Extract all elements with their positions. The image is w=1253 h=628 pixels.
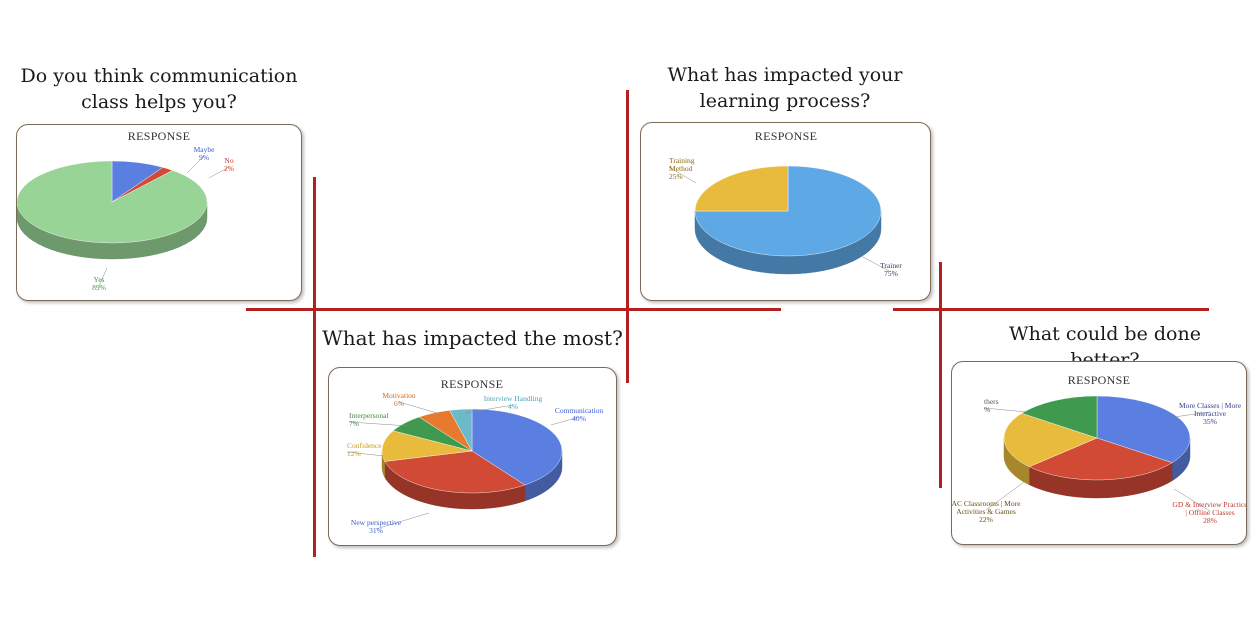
leader-line-new-perspective <box>375 512 430 530</box>
pie-slice-new-perspective <box>384 450 526 494</box>
data-label-more-classes-more-interactive-0: More Classes | More <box>1179 401 1242 410</box>
data-label-interview-handling-0: Interview Handling <box>484 394 543 403</box>
data-label-ac-classrooms-more-activities-games-1: Activities & Games <box>956 507 1016 516</box>
question-title-1: Do you think communication class helps y… <box>20 63 298 115</box>
leader-line-no <box>208 166 230 179</box>
leader-line-ac-classrooms-more-activities-games <box>985 481 1025 511</box>
pie-slice-trainer <box>694 165 882 257</box>
chart-title: RESPONSE <box>755 129 817 143</box>
data-label-gd-interview-practice-offline-classes-0: GD & Interview Practice <box>1172 500 1246 509</box>
leader-line-interpersonal <box>348 421 410 427</box>
question-title-1-line-1: Do you think communication <box>20 65 298 87</box>
chart-card-communication-helps: RESPONSE Maybe 9% No 2% Yes 89% <box>16 124 302 301</box>
data-label-new-perspective-0: New perspective <box>351 518 402 527</box>
divider-left-horizontal <box>246 308 781 311</box>
leader-line-more-classes-more-interactive <box>1173 411 1211 418</box>
leader-line-trainer <box>860 255 892 273</box>
chart-title: RESPONSE <box>1068 373 1130 387</box>
data-label-thers-0: thers <box>984 397 999 406</box>
data-label-training-method-pct: 25% <box>669 172 683 181</box>
question-title-2: What has impacted the most? <box>322 326 623 350</box>
data-label-thers-pct: % <box>984 405 990 414</box>
data-label-training-method-0: Training <box>669 156 695 165</box>
chart-card-learning-process: RESPONSE Trainer 75% Training Method 25% <box>640 122 931 301</box>
question-title-3-line-1: What has impacted your <box>667 64 903 86</box>
leader-line-communication <box>550 416 580 426</box>
leader-line-interview-handling <box>464 404 514 414</box>
pie-slice-more-classes-more-interactive <box>1096 395 1191 463</box>
divider-right-vertical <box>939 262 942 488</box>
chart-title: RESPONSE <box>128 129 190 143</box>
data-label-gd-interview-practice-offline-classes-pct: 28% <box>1203 516 1217 525</box>
divider-right-horizontal <box>893 308 1209 311</box>
question-title-3: What has impacted your learning process? <box>650 62 920 114</box>
leader-line-yes <box>98 267 108 287</box>
data-label-motivation-pct: 6% <box>394 399 404 408</box>
leader-line-confidence <box>346 451 385 457</box>
pie-slice-yes <box>17 160 208 244</box>
chart-card-impacted-most: RESPONSE Communication 40% New perspective 3… <box>328 367 617 546</box>
divider-left-vertical <box>313 177 316 557</box>
data-label-communication-0: Communication <box>555 406 604 415</box>
question-title-1-line-2: class helps you? <box>81 91 237 113</box>
data-label-maybe-pct: 9% <box>199 153 209 162</box>
data-label-gd-interview-practice-offline-classes-1: | Offline Classes <box>1185 508 1234 517</box>
leader-line-maybe <box>186 155 205 174</box>
data-label-motivation-0: Motivation <box>382 391 416 400</box>
data-label-new-perspective-pct: 31% <box>369 526 383 535</box>
leader-line-motivation <box>398 401 438 414</box>
data-label-interpersonal-0: Interpersonal <box>349 411 389 420</box>
data-label-ac-classrooms-more-activities-games-0: AC Classrooms | More <box>952 499 1021 508</box>
data-label-interpersonal-pct: 7% <box>349 419 359 428</box>
pie-slice-confidence <box>381 430 473 462</box>
divider-middle-vertical <box>626 90 629 383</box>
data-label-no-pct: 2% <box>224 164 234 173</box>
pie-slice-interview-handling <box>449 408 473 452</box>
data-label-training-method-1: Method <box>669 164 693 173</box>
question-title-3-line-2: learning process? <box>699 90 871 112</box>
data-label-communication-pct: 40% <box>572 414 586 423</box>
data-label-yes-0: Yes <box>94 275 105 284</box>
pie-slice-gd-interview-practice-offline-classes <box>1028 437 1173 481</box>
leader-line-gd-interview-practice-offline-classes <box>1173 488 1211 512</box>
data-label-interview-handling-pct: 4% <box>508 402 518 411</box>
pie-chart-done-better: RESPONSE More Classes | MoreInteractive35… <box>952 373 1246 525</box>
data-label-more-classes-more-interactive-1: Interactive <box>1194 409 1227 418</box>
pie-slice-training-method <box>694 165 789 212</box>
data-label-confidence-0: Confidence <box>347 441 382 450</box>
data-label-no-0: No <box>224 156 233 165</box>
leader-line-thers <box>983 407 1028 413</box>
chart-card-done-better: RESPONSE More Classes | More Interactive 35… <box>951 361 1247 545</box>
data-label-yes-pct: 89% <box>92 283 106 292</box>
data-label-more-classes-more-interactive-pct: 35% <box>1203 417 1217 426</box>
pie-slice-ac-classrooms-more-activities-games <box>1003 413 1098 467</box>
leader-line-training-method <box>668 166 697 184</box>
data-label-ac-classrooms-more-activities-games-pct: 22% <box>979 515 993 524</box>
pie-slice-communication <box>471 408 563 486</box>
data-label-confidence-pct: 12% <box>347 449 361 458</box>
data-label-trainer-pct: 75% <box>884 269 898 278</box>
data-label-maybe-0: Maybe <box>194 145 215 154</box>
chart-title: RESPONSE <box>441 377 503 391</box>
data-label-trainer-0: Trainer <box>880 261 902 270</box>
